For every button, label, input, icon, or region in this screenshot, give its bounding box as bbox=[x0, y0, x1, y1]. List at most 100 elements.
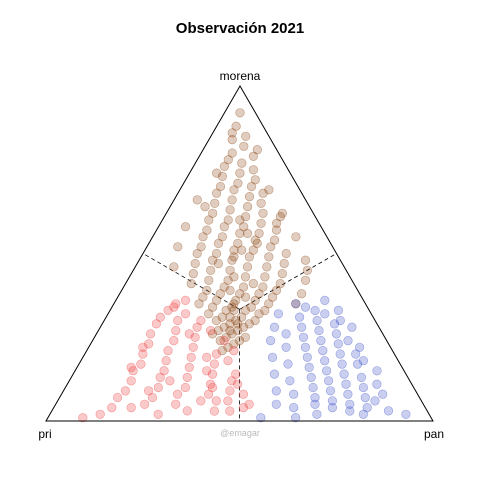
point-morena bbox=[215, 289, 225, 299]
point-morena bbox=[229, 185, 239, 195]
point-pan bbox=[358, 409, 369, 419]
point-morena bbox=[235, 228, 245, 238]
point-pan bbox=[345, 399, 355, 409]
point-morena bbox=[221, 332, 231, 342]
point-pri bbox=[95, 409, 105, 419]
point-morena bbox=[240, 272, 251, 282]
point-morena bbox=[169, 262, 179, 272]
point-morena bbox=[225, 312, 235, 322]
point-morena bbox=[235, 168, 245, 178]
point-pri bbox=[112, 392, 123, 403]
point-morena bbox=[244, 192, 255, 202]
point-morena bbox=[208, 208, 218, 218]
point-morena bbox=[208, 302, 218, 312]
point-pri bbox=[155, 372, 165, 383]
point-pri bbox=[202, 366, 212, 376]
point-morena bbox=[277, 208, 288, 218]
point-pri bbox=[244, 399, 254, 409]
point-pan bbox=[318, 346, 328, 356]
point-pri bbox=[126, 403, 136, 413]
point-pri bbox=[196, 396, 206, 406]
point-morena bbox=[213, 238, 224, 248]
point-morena bbox=[248, 165, 258, 175]
point-morena bbox=[260, 272, 270, 282]
point-pri bbox=[182, 406, 192, 416]
point-morena bbox=[235, 215, 245, 225]
point-morena bbox=[202, 225, 212, 235]
point-pan bbox=[269, 322, 280, 332]
point-pri bbox=[165, 376, 175, 386]
point-morena bbox=[302, 265, 313, 275]
boundary-line bbox=[239, 253, 337, 310]
point-morena bbox=[248, 151, 258, 161]
point-morena bbox=[237, 245, 247, 255]
watermark: @emagar bbox=[220, 428, 260, 438]
point-pri bbox=[78, 413, 88, 423]
point-pan bbox=[355, 342, 365, 352]
point-pri bbox=[188, 342, 198, 352]
point-morena bbox=[246, 181, 257, 192]
point-pri bbox=[225, 406, 235, 416]
point-morena bbox=[200, 202, 210, 212]
point-pan bbox=[312, 315, 322, 326]
point-morena bbox=[229, 299, 239, 309]
point-morena bbox=[198, 292, 208, 302]
point-pan bbox=[356, 372, 367, 383]
point-pri bbox=[190, 332, 200, 342]
vertex-label-bottom-right: pan bbox=[424, 427, 444, 441]
point-morena bbox=[300, 255, 311, 265]
point-morena bbox=[241, 131, 251, 141]
point-morena bbox=[246, 302, 256, 312]
point-morena bbox=[240, 305, 251, 316]
point-pri bbox=[231, 369, 241, 379]
point-morena bbox=[204, 309, 214, 319]
point-pan bbox=[289, 403, 299, 413]
point-pan bbox=[345, 406, 355, 416]
point-pri bbox=[169, 336, 179, 346]
point-morena bbox=[271, 225, 282, 235]
point-morena bbox=[300, 275, 311, 285]
point-morena bbox=[202, 285, 212, 296]
point-pri bbox=[144, 339, 154, 349]
point-pri bbox=[173, 315, 183, 326]
point-pan bbox=[401, 409, 411, 419]
point-pri bbox=[180, 382, 190, 393]
point-pan bbox=[372, 366, 382, 376]
point-pri bbox=[202, 352, 212, 363]
vertex-label-top: morena bbox=[220, 69, 261, 83]
point-morena bbox=[192, 195, 202, 205]
point-pan bbox=[269, 369, 280, 379]
point-pan bbox=[322, 366, 332, 376]
point-morena bbox=[225, 326, 235, 336]
point-pri bbox=[206, 326, 216, 336]
point-morena bbox=[242, 262, 253, 272]
point-morena bbox=[275, 279, 285, 289]
point-pan bbox=[372, 379, 382, 389]
point-pan bbox=[300, 342, 311, 352]
point-pan bbox=[285, 376, 295, 386]
point-pan bbox=[351, 349, 361, 359]
point-morena bbox=[235, 108, 245, 118]
point-morena bbox=[260, 305, 270, 316]
point-morena bbox=[264, 185, 274, 195]
point-morena bbox=[264, 252, 274, 262]
point-pan bbox=[291, 413, 301, 423]
point-pan bbox=[283, 359, 293, 369]
point-pri bbox=[107, 403, 117, 413]
point-morena bbox=[240, 292, 251, 302]
point-pri bbox=[153, 382, 163, 393]
point-pri bbox=[238, 389, 248, 399]
point-pri bbox=[196, 315, 206, 326]
point-morena bbox=[217, 171, 227, 181]
point-morena bbox=[270, 235, 280, 245]
point-morena bbox=[225, 285, 235, 296]
point-pri bbox=[144, 386, 154, 396]
point-pan bbox=[310, 305, 320, 316]
point-pri bbox=[171, 399, 181, 409]
point-morena bbox=[221, 305, 231, 316]
point-morena bbox=[237, 312, 247, 322]
point-morena bbox=[240, 332, 250, 342]
point-pri bbox=[138, 349, 148, 359]
point-pan bbox=[300, 302, 311, 312]
point-morena bbox=[211, 295, 222, 306]
